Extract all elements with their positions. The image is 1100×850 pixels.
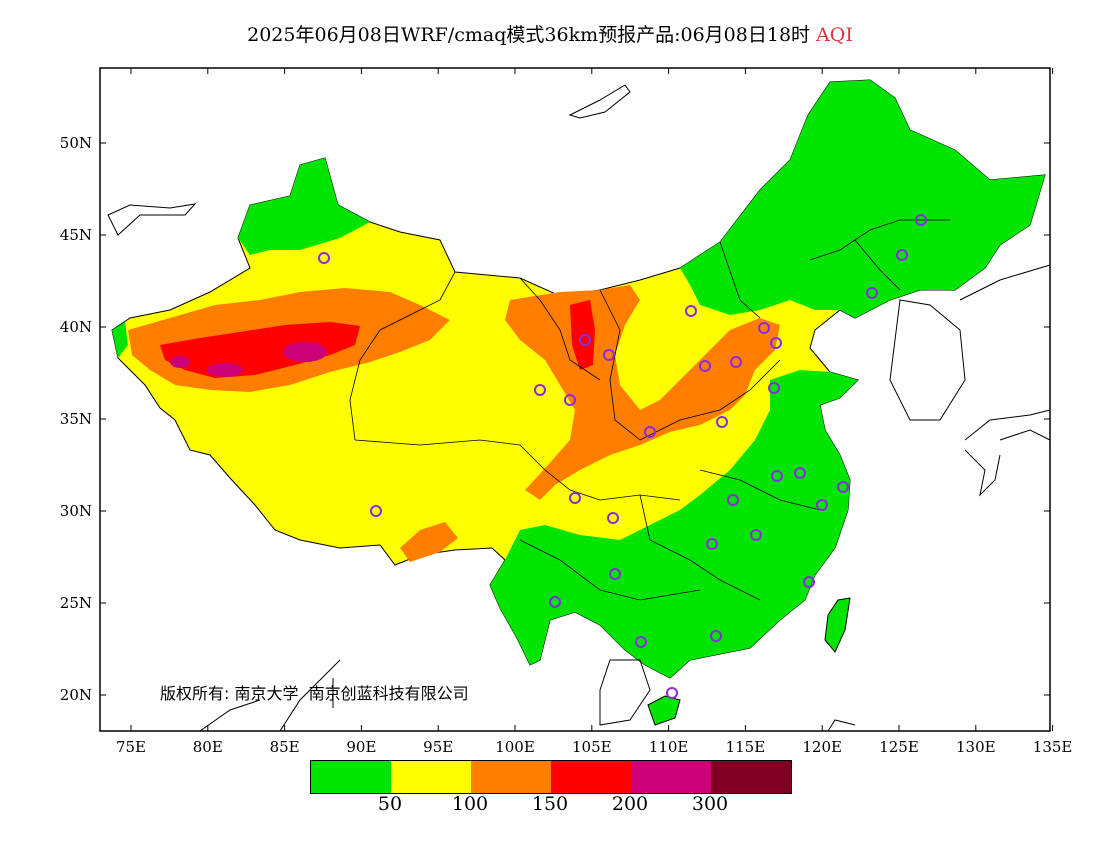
x-tick-label: 85E bbox=[270, 738, 300, 756]
station-marker bbox=[579, 334, 591, 346]
legend-label: 100 bbox=[451, 793, 489, 815]
station-marker bbox=[318, 252, 330, 264]
station-marker bbox=[609, 568, 621, 580]
x-tick-label: 115E bbox=[726, 738, 766, 756]
province-boundaries bbox=[349, 219, 950, 601]
x-axis: 75E 80E 85E 90E 95E 100E 105E 110E 115E 120E 125E 1… bbox=[116, 68, 1072, 756]
legend-label: 50 bbox=[377, 793, 403, 815]
taiwan-island bbox=[824, 597, 851, 653]
station-marker bbox=[706, 538, 718, 550]
y-tick-label: 35N bbox=[60, 410, 92, 428]
legend-swatch bbox=[551, 761, 631, 793]
station-marker bbox=[794, 467, 806, 479]
y-tick-label: 40N bbox=[60, 318, 92, 336]
x-tick-label: 105E bbox=[572, 738, 612, 756]
x-tick-label: 100E bbox=[495, 738, 535, 756]
legend-swatch bbox=[631, 761, 711, 793]
legend-swatch bbox=[711, 761, 791, 793]
station-marker bbox=[549, 596, 561, 608]
legend-swatch bbox=[391, 761, 471, 793]
copyright-owner: 版权所有: 南京大学 bbox=[160, 684, 299, 703]
station-marker bbox=[896, 249, 908, 261]
station-marker bbox=[771, 470, 783, 482]
station-marker bbox=[758, 322, 770, 334]
station-marker bbox=[727, 494, 739, 506]
station-marker bbox=[716, 416, 728, 428]
orange-tibet-south bbox=[400, 522, 458, 562]
title-variable: AQI bbox=[816, 24, 853, 46]
map-title: 2025年06月08日WRF/cmaq模式36km预报产品:06月08日18时 A… bbox=[0, 20, 1100, 47]
station-marker bbox=[710, 630, 722, 642]
copyright-text: 版权所有: 南京大学 南京创蓝科技有限公司 bbox=[160, 680, 469, 704]
station-marker bbox=[603, 349, 615, 361]
y-axis: 50N 45N 40N 35N 30N 25N 20N bbox=[60, 134, 1050, 704]
station-marker bbox=[685, 305, 697, 317]
y-tick-label: 45N bbox=[60, 226, 92, 244]
copyright-company: 南京创蓝科技有限公司 bbox=[308, 684, 469, 703]
station-marker bbox=[915, 214, 927, 226]
x-tick-label: 130E bbox=[956, 738, 996, 756]
station-marker bbox=[635, 636, 647, 648]
x-tick-label: 95E bbox=[423, 738, 453, 756]
title-main: 2025年06月08日WRF/cmaq模式36km预报产品:06月08日18时 bbox=[247, 24, 811, 46]
legend-label: 150 bbox=[531, 793, 569, 815]
green-east-zone bbox=[680, 80, 1045, 318]
station-marker bbox=[750, 529, 762, 541]
station-marker bbox=[644, 426, 656, 438]
y-tick-label: 20N bbox=[60, 686, 92, 704]
purple-spot-3 bbox=[170, 356, 190, 368]
neighbor-coastlines bbox=[107, 84, 1051, 732]
station-marker bbox=[768, 382, 780, 394]
station-marker bbox=[816, 499, 828, 511]
green-west-edge bbox=[112, 322, 128, 358]
x-tick-label: 125E bbox=[879, 738, 919, 756]
legend-label: 200 bbox=[611, 793, 649, 815]
x-tick-label: 120E bbox=[802, 738, 842, 756]
y-tick-label: 30N bbox=[60, 502, 92, 520]
station-markers bbox=[318, 214, 927, 699]
station-marker bbox=[666, 687, 678, 699]
purple-spot-2 bbox=[207, 363, 243, 377]
station-marker bbox=[866, 287, 878, 299]
station-marker bbox=[803, 576, 815, 588]
y-tick-label: 50N bbox=[60, 134, 92, 152]
station-marker bbox=[730, 356, 742, 368]
station-marker bbox=[837, 481, 849, 493]
station-marker bbox=[770, 337, 782, 349]
aqi-fill-layer bbox=[111, 79, 1046, 679]
color-legend bbox=[310, 760, 792, 794]
station-marker bbox=[564, 394, 576, 406]
x-tick-label: 80E bbox=[193, 738, 223, 756]
legend-swatch bbox=[311, 761, 391, 793]
red-west-core bbox=[160, 322, 360, 378]
green-south-zone bbox=[490, 370, 858, 678]
station-marker bbox=[569, 492, 581, 504]
station-marker bbox=[699, 360, 711, 372]
x-tick-label: 135E bbox=[1033, 738, 1073, 756]
x-tick-label: 90E bbox=[346, 738, 376, 756]
legend-label: 300 bbox=[691, 793, 729, 815]
station-marker bbox=[607, 512, 619, 524]
x-tick-label: 75E bbox=[116, 738, 146, 756]
hainan-island bbox=[647, 695, 681, 726]
station-marker bbox=[370, 505, 382, 517]
y-tick-label: 25N bbox=[60, 594, 92, 612]
x-tick-label: 110E bbox=[649, 738, 689, 756]
legend-swatch bbox=[471, 761, 551, 793]
station-marker bbox=[534, 384, 546, 396]
purple-spot-1 bbox=[283, 342, 327, 362]
green-northwest-zone bbox=[238, 158, 370, 255]
